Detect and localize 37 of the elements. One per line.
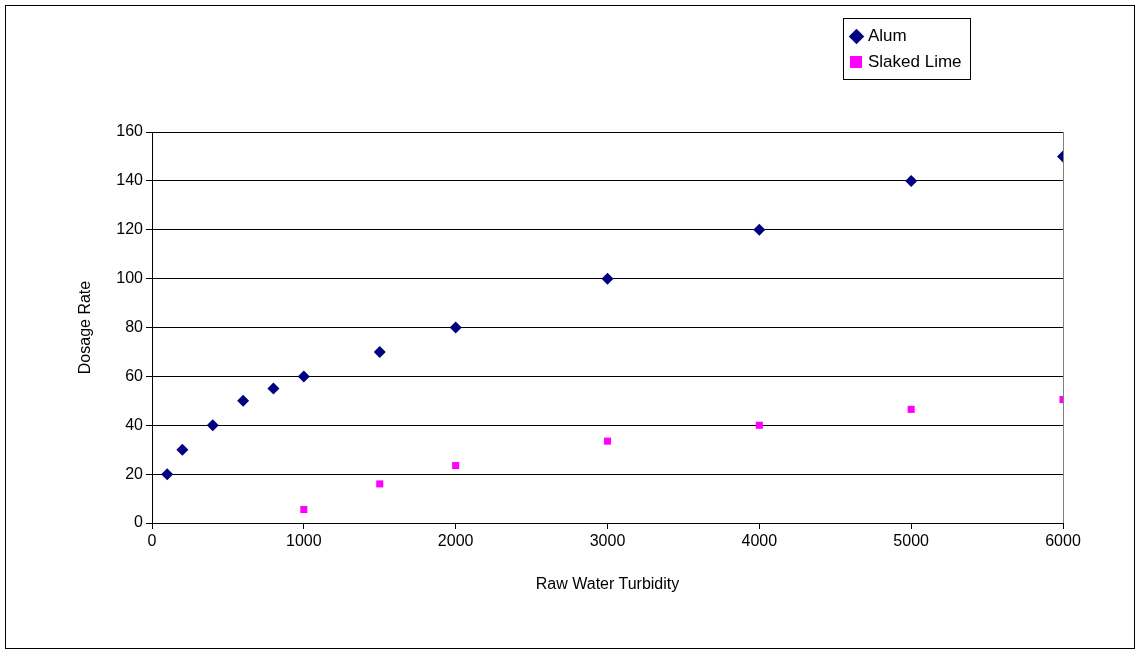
y-tick-label: 60: [125, 366, 144, 384]
x-tick-label: 4000: [741, 532, 778, 550]
y-axis-title: Dosage Rate: [76, 280, 94, 375]
y-tick-label: 0: [134, 513, 144, 531]
point: [206, 419, 219, 432]
y-tick-label: 140: [116, 171, 144, 189]
x-tick-label: 5000: [893, 532, 930, 550]
point: [376, 480, 384, 488]
point: [905, 174, 918, 187]
point: [373, 345, 386, 358]
point: [267, 382, 280, 395]
legend-label: Alum: [868, 26, 907, 46]
x-tick-label: 3000: [589, 532, 626, 550]
point: [449, 321, 462, 334]
x-tick-label: 0: [147, 532, 157, 550]
x-tick-label: 6000: [1045, 532, 1081, 550]
point: [452, 462, 460, 470]
y-tick-label: 100: [116, 269, 144, 287]
point: [755, 421, 763, 429]
y-tick-label: 160: [116, 122, 144, 140]
legend-label: Slaked Lime: [868, 52, 962, 72]
point: [601, 272, 614, 285]
point: [603, 437, 612, 445]
x-tick-label: 2000: [437, 532, 474, 550]
point: [176, 443, 189, 456]
y-tick-label: 20: [125, 464, 144, 482]
x-axis-title: Raw Water Turbidity: [535, 574, 680, 592]
point: [297, 370, 310, 383]
point: [161, 468, 174, 481]
point: [300, 506, 308, 514]
point: [907, 405, 915, 413]
y-tick-label: 120: [116, 220, 144, 238]
point: [753, 223, 766, 236]
point: [237, 394, 250, 407]
y-tick-label: 80: [125, 317, 144, 335]
y-tick-label: 40: [125, 415, 144, 433]
x-tick-label: 1000: [286, 532, 322, 550]
